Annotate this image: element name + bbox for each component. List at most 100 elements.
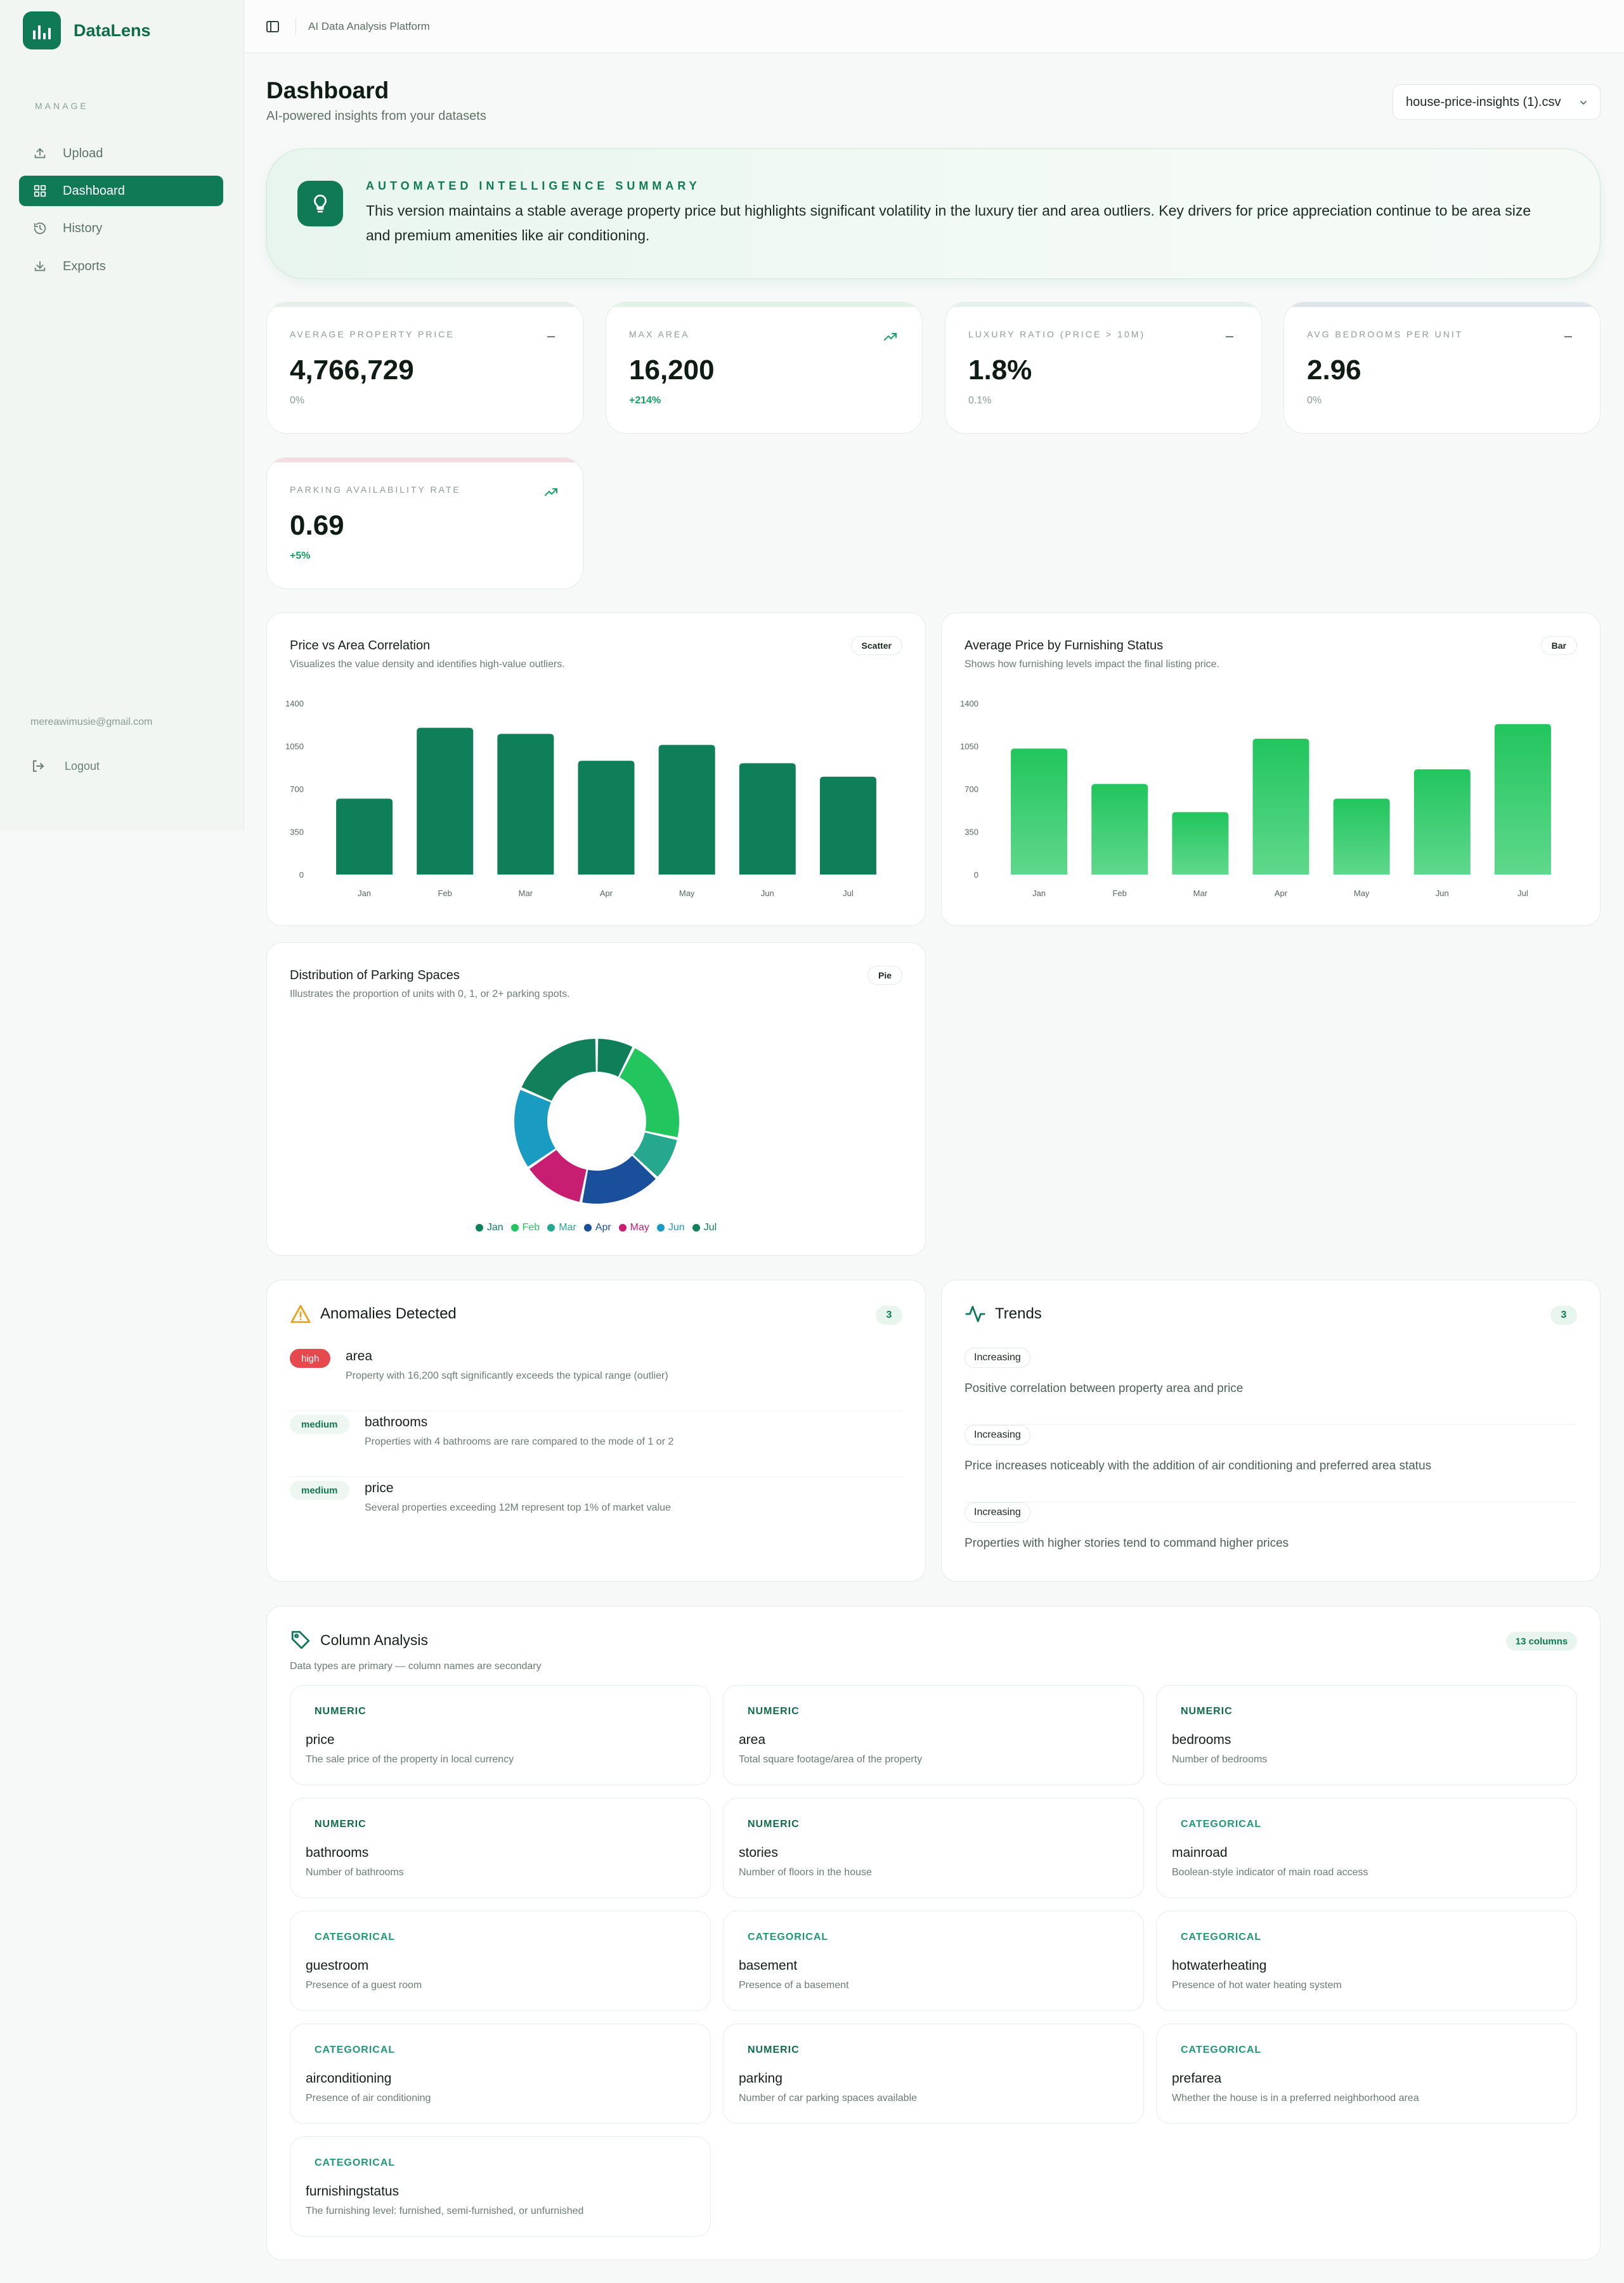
pie-slice[interactable] [514,1089,555,1167]
chart-subtitle: Illustrates the proportion of units with… [290,989,570,999]
column-analysis-header: Column Analysis [290,1629,428,1651]
column-description: Number of car parking spaces available [739,2093,918,2104]
pie-slice[interactable] [521,1039,596,1101]
pie-slice[interactable] [529,1150,587,1202]
sidebar-item-upload[interactable]: Upload [19,138,223,169]
bar[interactable] [819,776,876,875]
trend-item[interactable]: Increasing Properties with higher storie… [965,1502,1577,1580]
column-description: Whether the house is in a preferred neig… [1172,2093,1419,2104]
kpi-label: MAX AREA [629,329,690,339]
bar[interactable] [1252,738,1309,875]
column-card[interactable]: NUMERIC parking Number of car parking spac… [723,2024,1144,2124]
column-card[interactable]: CATEGORICAL basement Presence of a basemen… [723,1911,1144,2011]
column-card[interactable]: NUMERIC bathrooms Number of bathrooms [290,1798,711,1898]
bar[interactable] [1413,769,1471,875]
column-card[interactable]: NUMERIC area Total square footage/area of … [723,1685,1144,1785]
trend-direction-badge: Increasing [965,1502,1030,1523]
summary-label: AUTOMATED INTELLIGENCE SUMMARY [366,179,701,192]
y-tick-label: 1400 [285,699,304,708]
trend-item[interactable]: Increasing Positive correlation between … [965,1348,1577,1425]
severity-badge: medium [290,1481,349,1500]
legend-label: Apr [595,1222,611,1233]
anomaly-count-badge: 3 [876,1306,902,1325]
kpi-accent-bar [1284,302,1600,307]
trend-description: Price increases noticeably with the addi… [965,1459,1432,1473]
anomaly-item[interactable]: medium price Several properties exceedin… [290,1480,902,1543]
donut-chart [514,1039,679,1204]
column-name: area [739,1733,766,1747]
chart-subtitle: Visualizes the value density and identif… [290,659,565,670]
bar[interactable] [1091,784,1148,875]
anomaly-item[interactable]: medium bathrooms Properties with 4 bathr… [290,1414,902,1477]
logout-button[interactable]: Logout [30,758,100,774]
bar[interactable] [1011,748,1068,875]
legend-swatch [656,1224,665,1232]
column-card[interactable]: CATEGORICAL guestroom Presence of a guest … [290,1911,711,2011]
bar[interactable] [497,734,554,875]
column-card[interactable]: CATEGORICAL prefarea Whether the house is … [1156,2024,1577,2124]
sidebar-item-exports[interactable]: Exports [19,251,223,282]
sidebar-toggle-icon[interactable] [265,19,280,34]
x-tick-label: Jul [1517,888,1528,898]
column-name: basement [739,1958,798,1973]
column-card[interactable]: CATEGORICAL furnishingstatus The furnishin… [290,2137,711,2237]
pie-slice[interactable] [582,1155,656,1204]
column-description: Presence of hot water heating system [1172,1980,1342,1991]
bar[interactable] [739,763,796,875]
dataset-select[interactable]: house-price-insights (1).csv [1393,84,1601,120]
legend-item[interactable]: May [618,1222,649,1233]
column-type-badge: CATEGORICAL [315,2045,396,2055]
legend-item[interactable]: Feb [510,1222,540,1233]
sidebar-item-label: Upload [63,146,103,160]
bar[interactable] [1333,798,1390,875]
column-card[interactable]: NUMERIC stories Number of floors in the ho… [723,1798,1144,1898]
column-type-badge: NUMERIC [315,1706,367,1717]
column-name: prefarea [1172,2071,1222,2086]
pie-slice[interactable] [597,1039,633,1077]
user-email: mereawimusie@gmail.com [30,717,153,727]
trend-item[interactable]: Increasing Price increases noticeably wi… [965,1425,1577,1502]
legend-item[interactable]: Apr [583,1222,611,1233]
legend-label: Mar [559,1222,576,1233]
sidebar-item-history[interactable]: History [19,213,223,244]
legend-item[interactable]: Jan [475,1222,503,1233]
anomaly-description: Property with 16,200 sqft significantly … [346,1370,668,1381]
bar[interactable] [578,760,635,875]
column-card[interactable]: CATEGORICAL hotwaterheating Presence of ho… [1156,1911,1577,2011]
bar[interactable] [1494,724,1551,875]
sidebar-item-dashboard[interactable]: Dashboard [19,176,223,206]
y-tick-label: 0 [299,870,304,880]
legend-item[interactable]: Jun [656,1222,685,1233]
bar[interactable] [658,745,715,875]
x-tick-label: Mar [1193,888,1208,898]
x-tick-label: Apr [600,888,613,898]
dataset-select-value: house-price-insights (1).csv [1406,94,1561,109]
bar[interactable] [336,798,393,875]
brand[interactable]: DataLens [23,11,151,49]
column-card[interactable]: NUMERIC bedrooms Number of bedrooms [1156,1685,1577,1785]
kpi-value: 4,766,729 [290,354,414,386]
legend-item[interactable]: Jul [692,1222,717,1233]
column-card[interactable]: CATEGORICAL mainroad Boolean-style indicat… [1156,1798,1577,1898]
column-description: Presence of air conditioning [306,2093,431,2104]
anomaly-item[interactable]: high area Property with 16,200 sqft sign… [290,1348,902,1411]
chart-title: Distribution of Parking Spaces [290,968,460,982]
trend-description: Properties with higher stories tend to c… [965,1537,1289,1550]
column-card[interactable]: NUMERIC price The sale price of the proper… [290,1685,711,1785]
column-description: Number of bathrooms [306,1867,404,1878]
pie-slice[interactable] [620,1048,679,1138]
bar[interactable] [1172,812,1229,875]
bar-chart: 0 350 700 1050 1400 Jan Feb Mar Apr May Jun Jul [960,699,1551,898]
column-analysis-subtitle: Data types are primary — column names ar… [290,1661,542,1672]
minus-icon [1564,336,1572,337]
bar[interactable] [417,727,474,875]
pie-slice[interactable] [633,1132,677,1177]
y-tick-label: 700 [965,784,978,794]
column-name: price [306,1733,335,1747]
legend-item[interactable]: Mar [547,1222,576,1233]
column-card[interactable]: CATEGORICAL airconditioning Presence of ai… [290,2024,711,2124]
grid-icon [34,185,46,197]
anomalies-header: Anomalies Detected [290,1303,457,1325]
trend-description: Positive correlation between property ar… [965,1382,1244,1395]
y-tick-label: 350 [290,828,304,837]
